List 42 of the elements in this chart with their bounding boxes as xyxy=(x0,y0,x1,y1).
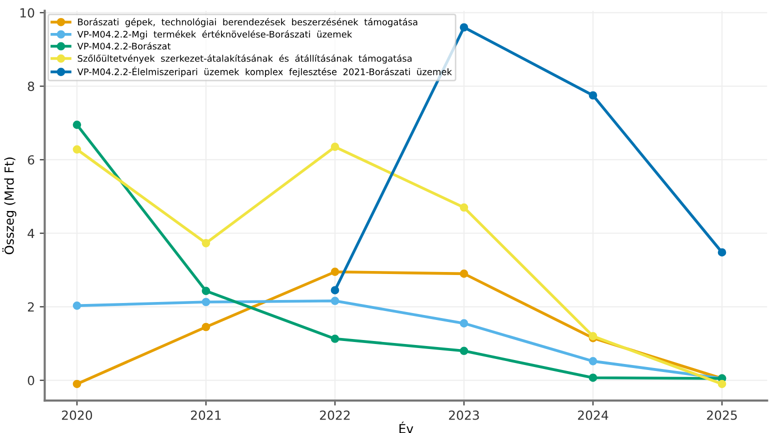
point xyxy=(202,286,210,296)
x-axis-title: Év xyxy=(400,422,414,433)
legend-label: Borászati gépek, technológiai berendezések beszerzésének támogatása xyxy=(78,18,418,28)
legend-label: VP-M04.2.2-Élelmiszeripari üzemek komplex fejlesztése 2021-Borászati üzemek xyxy=(77,66,452,77)
point xyxy=(460,203,468,212)
legend-label: VP-M04.2.2-Mgi termékek értéknövelése-Borászati üzemek xyxy=(77,30,352,40)
point xyxy=(588,374,598,382)
x-tick-label: 2021 xyxy=(190,410,221,420)
point xyxy=(460,270,468,278)
y-axis-title: Összeg (Mrd Ft) xyxy=(2,158,16,254)
y-tick-label: 4 xyxy=(28,228,34,238)
point xyxy=(718,248,726,257)
y-tick-label: 0 xyxy=(28,376,34,386)
point xyxy=(72,145,82,154)
y-tick-label: 2 xyxy=(28,302,34,312)
y-tick-label: 10 xyxy=(20,8,34,18)
x-tick-label: 2024 xyxy=(578,410,608,420)
point xyxy=(588,357,598,366)
point xyxy=(330,334,340,343)
point xyxy=(330,268,340,276)
point xyxy=(460,319,468,328)
x-tick-label: 2020 xyxy=(62,410,92,420)
point xyxy=(202,239,210,248)
point xyxy=(718,380,726,388)
x-tick-label: 2025 xyxy=(707,410,737,420)
x-tick-label: 2023 xyxy=(448,410,479,420)
point xyxy=(330,142,340,152)
point xyxy=(72,380,82,388)
point xyxy=(460,23,468,32)
point xyxy=(72,120,82,129)
legend-label: VP-M04.2.2-Borászat xyxy=(77,42,171,50)
point xyxy=(202,322,210,332)
point xyxy=(588,91,598,100)
point xyxy=(460,346,468,356)
point xyxy=(72,302,82,310)
point xyxy=(202,298,210,306)
legend-label: Szőlőültetvények szerkezet-átalakításának és átállításának támogatása xyxy=(78,54,412,64)
point xyxy=(330,286,340,294)
x-tick-label: 2022 xyxy=(320,410,350,420)
y-tick-label: 6 xyxy=(28,155,34,165)
y-tick-label: 8 xyxy=(28,82,34,92)
point xyxy=(330,296,340,306)
